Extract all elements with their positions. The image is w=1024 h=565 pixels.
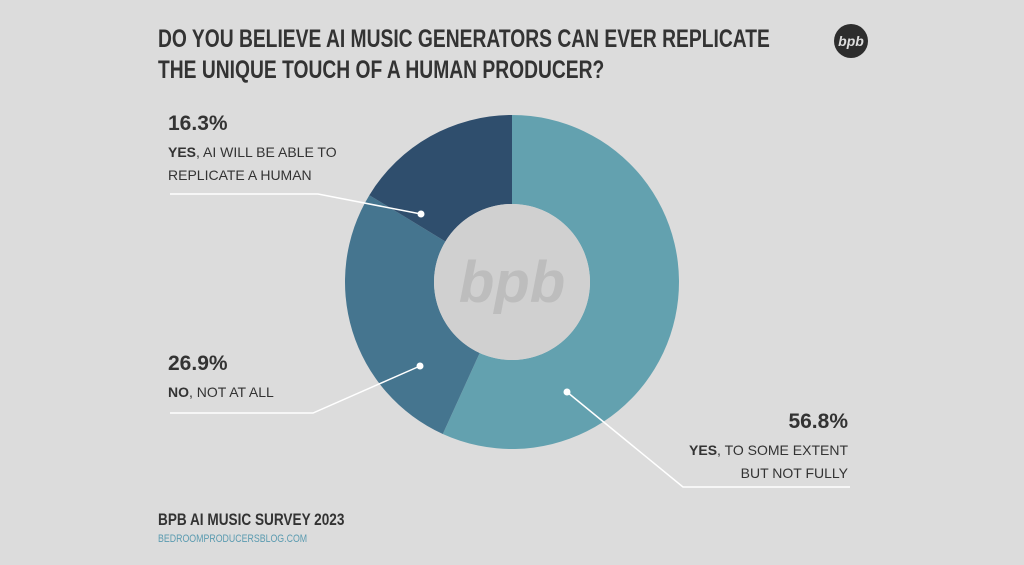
value-label: 56.8% bbox=[788, 410, 848, 433]
slice-label: 56.8% YES, TO SOME EXTENT BUT NOT FULLY bbox=[658, 410, 848, 485]
donut-slice bbox=[442, 115, 679, 449]
value-label: 26.9% bbox=[168, 352, 228, 375]
title: DO YOU BELIEVE AI MUSIC GENERATORS CAN E… bbox=[158, 25, 770, 84]
leader-dot bbox=[417, 210, 425, 218]
footer-title: BPB AI MUSIC SURVEY 2023 bbox=[158, 510, 345, 529]
leader-line bbox=[170, 193, 422, 215]
center-logo: bpb bbox=[459, 250, 565, 315]
leader-dot bbox=[416, 362, 424, 370]
logo-badge bbox=[834, 24, 868, 58]
leader-dot bbox=[563, 388, 571, 396]
category-label: NO, NOT AT ALL bbox=[168, 384, 274, 400]
slice-label: 26.9% NO, NOT AT ALL bbox=[168, 352, 358, 404]
leader-line bbox=[566, 391, 850, 488]
leader-line bbox=[170, 365, 421, 414]
donut-hole bbox=[434, 204, 590, 360]
donut-slice bbox=[369, 114, 512, 242]
footer-url: BEDROOMPRODUCERSBLOG.COM bbox=[158, 533, 308, 545]
slice-label: 16.3% YES, AI WILL BE ABLE TO REPLICATE A… bbox=[168, 112, 358, 187]
category-label: YES, AI WILL BE ABLE TO REPLICATE A HUMA… bbox=[168, 144, 337, 183]
logo: bpb bbox=[838, 33, 864, 49]
donut-slice bbox=[344, 195, 480, 434]
category-label: YES, TO SOME EXTENT BUT NOT FULLY bbox=[689, 442, 848, 481]
value-label: 16.3% bbox=[168, 112, 228, 135]
